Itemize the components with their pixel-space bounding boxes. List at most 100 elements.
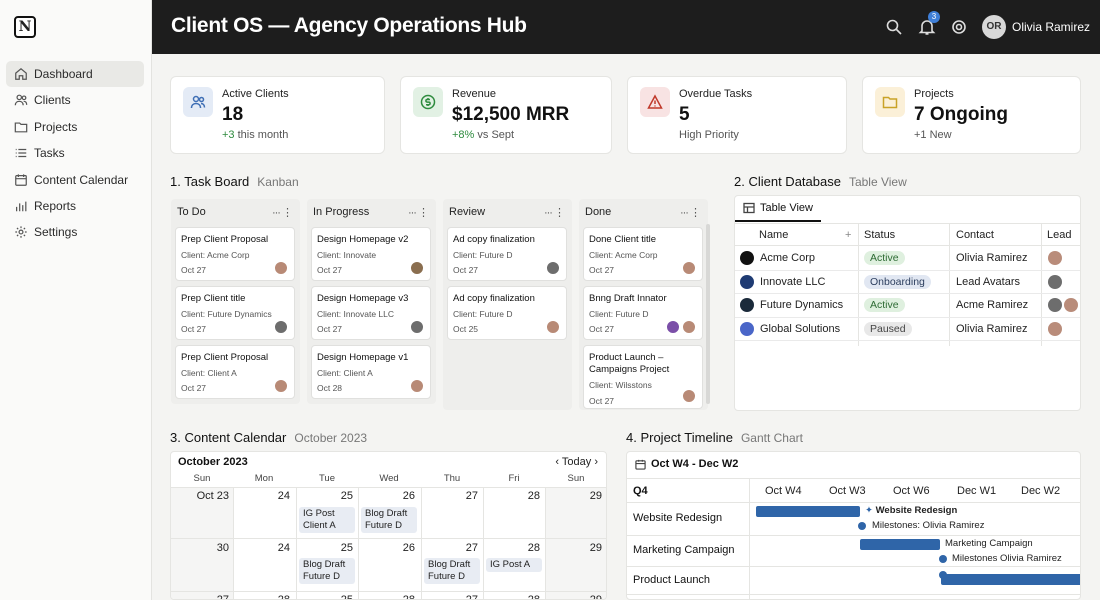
timeline-task-label[interactable]: Website Redesign — [633, 512, 723, 524]
week-label: Oct W4 — [765, 485, 802, 497]
gantt-bar[interactable] — [860, 539, 940, 550]
notion-logo[interactable]: N — [14, 16, 36, 38]
calendar-event[interactable]: Blog Draft Future D — [361, 507, 417, 533]
timeline-task-label[interactable]: Product Launch — [633, 574, 711, 586]
timeline-task-label[interactable]: Marketing Campaign — [633, 544, 735, 556]
stat-card-projects[interactable]: Projects 7 Ongoing +1 New — [862, 76, 1081, 154]
stat-card-active-clients[interactable]: Active Clients 18 +3 this month — [170, 76, 385, 154]
milestone-marker[interactable] — [939, 555, 947, 563]
calendar-day[interactable]: Oct 23 — [196, 490, 229, 502]
table-row[interactable]: Acme Corp Active Olivia Ramirez — [735, 247, 1080, 271]
user-avatar[interactable]: OR — [982, 15, 1006, 39]
calendar-day[interactable]: 26 — [402, 542, 415, 554]
header-name[interactable]: Name — [759, 228, 789, 241]
stat-delta: +3 — [222, 129, 235, 141]
calendar-day[interactable]: 24 — [277, 490, 290, 502]
header-lead[interactable]: Lead — [1047, 228, 1072, 241]
calendar-day[interactable]: 28 — [527, 594, 540, 600]
add-column-icon[interactable]: + — [845, 228, 852, 241]
task-client: Client: Wilsstons — [589, 380, 652, 390]
assignee-avatar — [410, 379, 424, 393]
column-more-icon[interactable]: ··· ⋮ — [543, 207, 565, 219]
calendar-day[interactable]: 30 — [216, 542, 229, 554]
status-badge: Paused — [864, 321, 912, 336]
calendar-day[interactable]: 24 — [277, 542, 290, 554]
settings-button[interactable] — [950, 18, 968, 36]
task-card[interactable]: Product Launch – Campaigns Project Clien… — [583, 345, 703, 409]
notifications-button[interactable]: 3 — [918, 11, 940, 36]
column-more-icon[interactable]: ··· ⋮ — [679, 207, 701, 219]
header-status[interactable]: Status — [864, 228, 896, 241]
sidebar-item-dashboard[interactable]: Dashboard — [6, 61, 144, 87]
task-date: Oct 27 — [181, 265, 207, 275]
calendar-day[interactable]: 29 — [589, 542, 602, 554]
task-card[interactable]: Ad copy finalization Client: Future D Oc… — [447, 286, 567, 340]
section-heading: 1. Task Board — [170, 174, 250, 189]
calendar-event[interactable]: Blog Draft Future D — [299, 558, 355, 584]
calendar-day[interactable]: 25 — [340, 594, 353, 600]
task-card[interactable]: Design Homepage v3 Client: Innovate LLC … — [311, 286, 431, 340]
calendar-day[interactable]: 28 — [402, 594, 415, 600]
calendar-day[interactable]: 27 — [465, 542, 478, 554]
sidebar-item-tasks[interactable]: Tasks — [6, 140, 144, 166]
weekday-label: Thu — [443, 473, 461, 484]
gantt-bar[interactable] — [756, 506, 860, 517]
calendar-day[interactable]: 28 — [527, 542, 540, 554]
stat-subtext: +8% vs Sept — [452, 129, 514, 141]
calendar-day[interactable]: 26 — [402, 490, 415, 502]
task-card[interactable]: Design Homepage v1 Client: Client A Oct … — [311, 345, 431, 399]
calendar-day[interactable]: 25 — [340, 542, 353, 554]
table-row[interactable]: Innovate LLC Onboarding Lead Avatars — [735, 271, 1080, 294]
task-date: Oct 27 — [589, 396, 615, 406]
task-card[interactable]: Prep Client Proposal Client: Client A Oc… — [175, 345, 295, 399]
column-more-icon[interactable]: ··· ⋮ — [271, 207, 293, 219]
search-button[interactable] — [885, 18, 903, 36]
task-date: Oct 27 — [317, 265, 343, 275]
task-card[interactable]: Done Client title Client: Acme Corp Oct … — [583, 227, 703, 281]
stat-card-overdue-tasks[interactable]: Overdue Tasks 5 High Priority — [627, 76, 847, 154]
assignee-avatar — [682, 261, 696, 275]
task-card[interactable]: Prep Client Proposal Client: Acme Corp O… — [175, 227, 295, 281]
bar-chart-icon — [16, 201, 27, 212]
task-card[interactable]: Design Homepage v2 Client: Innovate Oct … — [311, 227, 431, 281]
calendar-day[interactable]: 27 — [465, 594, 478, 600]
chevron-right-icon[interactable]: › — [594, 456, 598, 468]
user-name[interactable]: Olivia Ramirez — [1012, 20, 1091, 34]
stat-card-revenue[interactable]: Revenue $12,500 MRR +8% vs Sept — [400, 76, 612, 154]
calendar-day[interactable]: 29 — [589, 594, 602, 600]
sidebar-item-content-calendar[interactable]: Content Calendar — [6, 167, 144, 193]
gantt-bar[interactable] — [941, 574, 1080, 585]
board-scrollbar[interactable] — [706, 224, 710, 404]
folder-icon — [875, 87, 905, 117]
sidebar-item-settings[interactable]: Settings — [6, 219, 144, 245]
task-card[interactable]: Ad copy finalization Client: Future D Oc… — [447, 227, 567, 281]
today-button[interactable]: Today — [561, 456, 592, 468]
calendar-day[interactable]: 27 — [465, 490, 478, 502]
sidebar-item-clients[interactable]: Clients — [6, 87, 144, 113]
chevron-left-icon[interactable]: ‹ — [555, 456, 562, 468]
avatar — [1048, 251, 1062, 266]
date-range-selector[interactable]: Oct W4 - Dec W2 — [635, 458, 738, 470]
calendar-event[interactable]: IG Post Client A — [299, 507, 355, 533]
section-heading: 3. Content Calendar — [170, 430, 287, 445]
calendar-day[interactable]: 29 — [589, 490, 602, 502]
calendar-day[interactable]: 27 — [216, 594, 229, 600]
calendar-day[interactable]: 28 — [277, 594, 290, 600]
task-client: Client: Future D — [589, 309, 649, 319]
calendar-day[interactable]: 25 — [340, 490, 353, 502]
grid-line — [627, 594, 1080, 595]
sidebar-item-reports[interactable]: Reports — [6, 193, 144, 219]
column-more-icon[interactable]: ··· ⋮ — [407, 207, 429, 219]
task-card[interactable]: Bnng Draft Innator Client: Future D Oct … — [583, 286, 703, 340]
avatar — [1048, 298, 1062, 313]
sidebar-item-projects[interactable]: Projects — [6, 114, 144, 140]
calendar-day[interactable]: 28 — [527, 490, 540, 502]
table-row[interactable]: Global Solutions Paused Olivia Ramirez — [735, 318, 1080, 341]
milestone-marker[interactable] — [858, 522, 866, 530]
table-row[interactable]: Future Dynamics Active Acme Ramirez — [735, 294, 1080, 318]
calendar-event[interactable]: IG Post A — [486, 558, 542, 572]
calendar-event[interactable]: Blog Draft Future D — [424, 558, 480, 584]
tab-table-view[interactable]: Table View — [735, 196, 821, 222]
task-card[interactable]: Prep Client title Client: Future Dynamic… — [175, 286, 295, 340]
header-contact[interactable]: Contact — [956, 228, 994, 241]
